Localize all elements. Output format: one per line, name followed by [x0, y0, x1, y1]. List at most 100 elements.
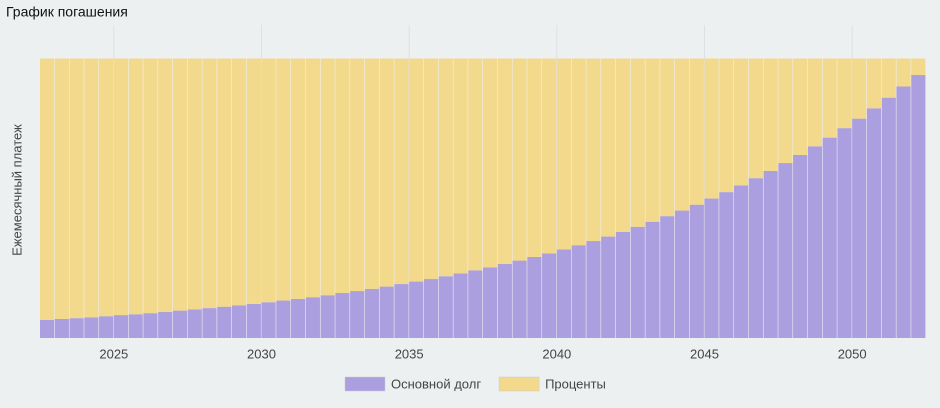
legend-label[interactable]: Проценты	[545, 376, 606, 391]
bar-segment	[674, 210, 690, 338]
bar-segment	[143, 313, 158, 338]
bar-segment	[630, 226, 645, 338]
bar-segment	[468, 58, 483, 271]
bar-segment	[881, 97, 896, 339]
bar-segment	[837, 128, 852, 338]
bar-segment	[187, 58, 202, 310]
bar-segment	[143, 58, 158, 314]
bar-segment	[113, 315, 128, 338]
x-tick-label: 2040	[542, 346, 571, 361]
legend-swatch[interactable]	[344, 376, 386, 392]
bar-segment	[778, 58, 793, 164]
bar-segment	[276, 58, 291, 301]
bar-segment	[276, 300, 291, 338]
bar-segment	[217, 58, 232, 307]
bar-segment	[748, 58, 763, 179]
bar-segment	[911, 75, 926, 338]
bar-segment	[689, 58, 704, 205]
bar-segment	[852, 118, 867, 338]
y-axis-label: Ежемесячный платеж	[9, 124, 24, 256]
bar-segment	[556, 58, 571, 250]
bar-segment	[660, 58, 675, 217]
bar-segment	[113, 58, 128, 316]
bar-segment	[202, 58, 217, 309]
bar-segment	[793, 154, 808, 338]
bar-segment	[69, 58, 84, 319]
bar-segment	[719, 58, 734, 193]
bar-segment	[542, 253, 557, 338]
bar-segment	[172, 310, 188, 338]
bar-segment	[542, 58, 557, 254]
bar-segment	[320, 58, 335, 296]
bar-segment	[438, 276, 453, 338]
bar-segment	[394, 58, 409, 285]
bar-segment	[335, 58, 350, 294]
bar-segment	[704, 198, 719, 338]
x-tick-label: 2045	[690, 346, 719, 361]
bar-segment	[586, 241, 601, 338]
bar-segment	[571, 58, 586, 246]
bar-segment	[822, 58, 837, 138]
bar-segment	[601, 236, 616, 338]
bar-segment	[734, 185, 749, 338]
bar-segment	[84, 317, 99, 338]
bar-segment	[394, 284, 409, 338]
bar-segment	[497, 263, 512, 338]
bar-segment	[172, 58, 188, 311]
bar-segment	[556, 249, 571, 338]
bar-segment	[807, 146, 823, 338]
bar-segment	[409, 58, 424, 282]
bar-segment	[261, 302, 276, 338]
bar-segment	[187, 309, 202, 338]
bar-segment	[453, 273, 468, 338]
legend-swatch[interactable]	[498, 376, 540, 392]
bar-segment	[822, 137, 837, 338]
bar-segment	[84, 58, 99, 318]
bar-segment	[350, 291, 365, 338]
bar-segment	[202, 308, 217, 338]
bar-segment	[763, 170, 778, 338]
bar-segment	[896, 86, 911, 338]
bar-segment	[615, 58, 631, 232]
bar-segment	[660, 216, 675, 338]
bar-segment	[438, 58, 453, 277]
bar-segment	[483, 58, 498, 268]
bar-segment	[852, 58, 867, 119]
bar-segment	[468, 270, 483, 338]
bar-segment	[231, 305, 247, 338]
bar-segment	[99, 316, 114, 338]
legend-label[interactable]: Основной долг	[391, 376, 481, 391]
bar-segment	[379, 286, 394, 338]
bar-segment	[379, 58, 394, 287]
bar-segment	[217, 306, 232, 338]
bar-segment	[497, 58, 512, 264]
bar-segment	[748, 178, 763, 338]
bar-segment	[586, 58, 601, 242]
bar-segment	[453, 58, 468, 274]
bar-segment	[630, 58, 645, 227]
bar-segment	[896, 58, 911, 87]
bar-segment	[261, 58, 276, 303]
bar-segment	[512, 58, 527, 261]
bar-segment	[674, 58, 690, 211]
bar-segment	[158, 312, 173, 338]
bar-segment	[807, 58, 823, 147]
bar-segment	[483, 267, 498, 338]
x-tick-label: 2050	[838, 346, 867, 361]
bar-segment	[128, 58, 143, 315]
bar-segment	[320, 295, 335, 338]
bar-segment	[99, 58, 114, 317]
bar-segment	[54, 58, 69, 319]
bar-segment	[335, 293, 350, 338]
bar-segment	[40, 319, 55, 338]
bar-segment	[69, 318, 84, 338]
bar-segment	[866, 58, 882, 109]
bar-segment	[364, 58, 380, 289]
bar-segment	[719, 192, 734, 338]
bar-segment	[911, 58, 926, 76]
chart-title: График погашения	[6, 4, 128, 20]
bar-segment	[305, 58, 320, 298]
bar-segment	[158, 58, 173, 313]
bar-segment	[645, 58, 660, 222]
x-tick-label: 2035	[395, 346, 424, 361]
